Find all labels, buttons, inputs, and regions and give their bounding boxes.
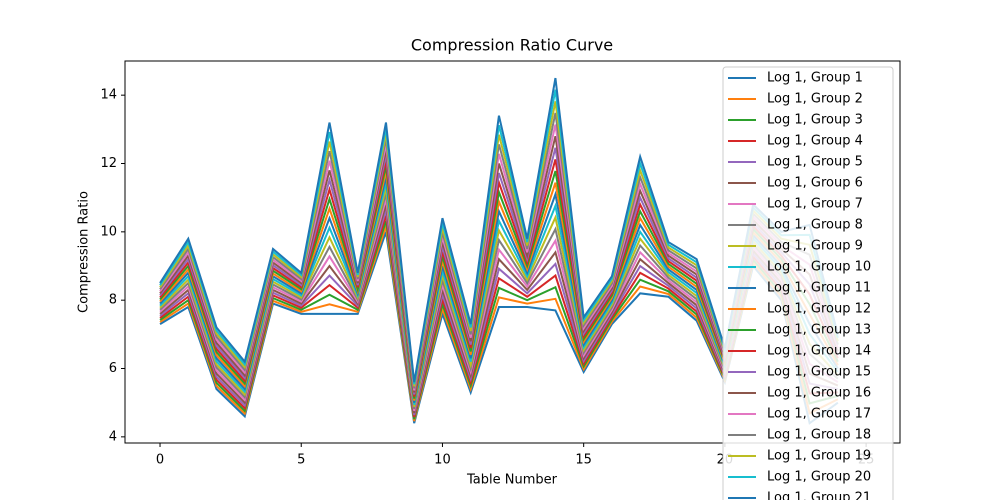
legend-label: Log 1, Group 3 [767,113,863,128]
legend-label: Log 1, Group 4 [767,134,863,149]
legend-label: Log 1, Group 19 [767,449,871,464]
legend-label: Log 1, Group 11 [767,281,871,296]
legend-box [722,66,894,500]
y-axis-label: Compression Ratio [77,191,92,313]
legend-label: Log 1, Group 16 [767,386,871,401]
legend-label: Log 1, Group 12 [767,302,871,317]
legend-label: Log 1, Group 9 [767,239,863,254]
x-tick-label: 0 [156,453,164,468]
x-axis-label: Table Number [466,473,558,488]
legend-label: Log 1, Group 18 [767,428,871,443]
legend-label: Log 1, Group 10 [767,260,871,275]
y-tick-label: 6 [109,361,117,376]
legend-label: Log 1, Group 1 [767,71,863,86]
legend-label: Log 1, Group 6 [767,176,863,191]
y-tick-label: 10 [100,224,117,239]
legend-label: Log 1, Group 2 [767,92,863,107]
x-tick-label: 5 [297,453,305,468]
legend-label: Log 1, Group 8 [767,218,863,233]
y-tick-label: 14 [100,88,117,103]
x-tick-label: 15 [575,453,592,468]
y-tick-label: 4 [109,429,117,444]
chart-title: Compression Ratio Curve [411,36,613,55]
y-tick-label: 12 [100,156,117,171]
legend-label: Log 1, Group 13 [767,323,871,338]
legend-label: Log 1, Group 7 [767,197,863,212]
legend-label: Log 1, Group 21 [767,491,871,500]
legend-label: Log 1, Group 14 [767,344,871,359]
legend-label: Log 1, Group 20 [767,470,871,485]
legend-label: Log 1, Group 17 [767,407,871,422]
plot-frame [124,60,901,444]
legend-label: Log 1, Group 5 [767,155,863,170]
legend-label: Log 1, Group 15 [767,365,871,380]
x-tick-label: 10 [434,453,451,468]
y-tick-label: 8 [109,293,117,308]
